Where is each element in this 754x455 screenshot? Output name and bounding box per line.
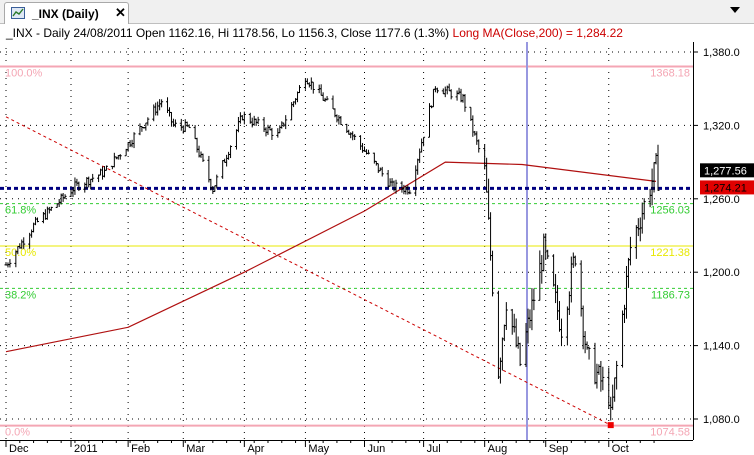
fib-level-label: 100.0% bbox=[5, 67, 43, 79]
date-axis-label: Mar bbox=[186, 443, 205, 455]
fib-level-value: 1074.58 bbox=[650, 427, 690, 439]
price-tags: 1,277.56 1,274.21 bbox=[700, 163, 754, 195]
last-close-tag-label: 1,277.56 bbox=[704, 165, 747, 177]
price-axis-label: 1,200.0 bbox=[703, 267, 740, 279]
moving-average-line bbox=[5, 161, 657, 353]
fibonacci-levels: 100.0% 1368.18 61.8% 1256.03 50.0% 1221.38 38.… bbox=[0, 65, 693, 439]
fib-level-label: 61.8% bbox=[5, 205, 36, 217]
fib-level-value: 1368.18 bbox=[650, 67, 690, 79]
date-axis-label: May bbox=[308, 443, 329, 455]
fib-level-label: 38.2% bbox=[5, 289, 36, 301]
tab-title: _INX (Daily) bbox=[32, 7, 99, 21]
last-close-tag bbox=[700, 163, 754, 178]
price-axis: 1,380.0 1,320.0 1,260.0 1,200.0 1,140.0 1,080… bbox=[693, 42, 740, 440]
date-axis-label: Jul bbox=[427, 443, 441, 455]
chart-grid bbox=[0, 48, 693, 440]
fib-level-value: 1221.38 bbox=[650, 247, 690, 259]
date-axis-label: Dec bbox=[9, 443, 29, 455]
chart-icon bbox=[11, 7, 25, 19]
close-icon[interactable]: ✕ bbox=[115, 5, 126, 20]
chart-tab[interactable]: _INX (Daily) ✕ bbox=[4, 2, 129, 24]
fib-level-value: 1256.03 bbox=[650, 205, 690, 217]
price-bars bbox=[4, 77, 660, 421]
date-axis-label: Oct bbox=[612, 443, 629, 455]
price-axis-label: 1,320.0 bbox=[703, 120, 740, 132]
fib-level-label: 0.0% bbox=[5, 427, 30, 439]
trend-endpoint-marker bbox=[607, 422, 614, 429]
chevron-down-icon[interactable] bbox=[730, 7, 740, 13]
fib-level-label: 50.0% bbox=[5, 247, 36, 259]
price-axis-label: 1,260.0 bbox=[703, 194, 740, 206]
ma-value-tag-label: 1,274.21 bbox=[704, 182, 747, 194]
date-axis-label: Jun bbox=[368, 443, 386, 455]
price-axis-label: 1,140.0 bbox=[703, 341, 740, 353]
fib-level-value: 1186.73 bbox=[651, 289, 690, 301]
date-axis-label: Feb bbox=[131, 443, 150, 455]
ma-info: Long MA(Close,200) = 1,284.22 bbox=[452, 26, 623, 40]
date-axis: Dec 2011 Feb Mar Apr May Jun Jul Aug Sep Oct bbox=[0, 440, 693, 455]
tab-bar: _INX (Daily) ✕ bbox=[0, 0, 754, 24]
price-axis-label: 1,380.0 bbox=[703, 47, 740, 59]
date-axis-label: Aug bbox=[488, 443, 508, 455]
date-axis-label: 2011 bbox=[74, 443, 98, 455]
ma-value-tag bbox=[700, 180, 754, 195]
info-bar: _INX - Daily 24/08/2011 Open 1162.16, Hi… bbox=[6, 26, 623, 40]
date-axis-label: Sep bbox=[549, 443, 569, 455]
price-axis-label: 1,080.0 bbox=[703, 414, 740, 426]
ohlc-info: _INX - Daily 24/08/2011 Open 1162.16, Hi… bbox=[6, 26, 450, 40]
trend-line bbox=[5, 116, 611, 426]
date-axis-label: Apr bbox=[247, 443, 264, 455]
